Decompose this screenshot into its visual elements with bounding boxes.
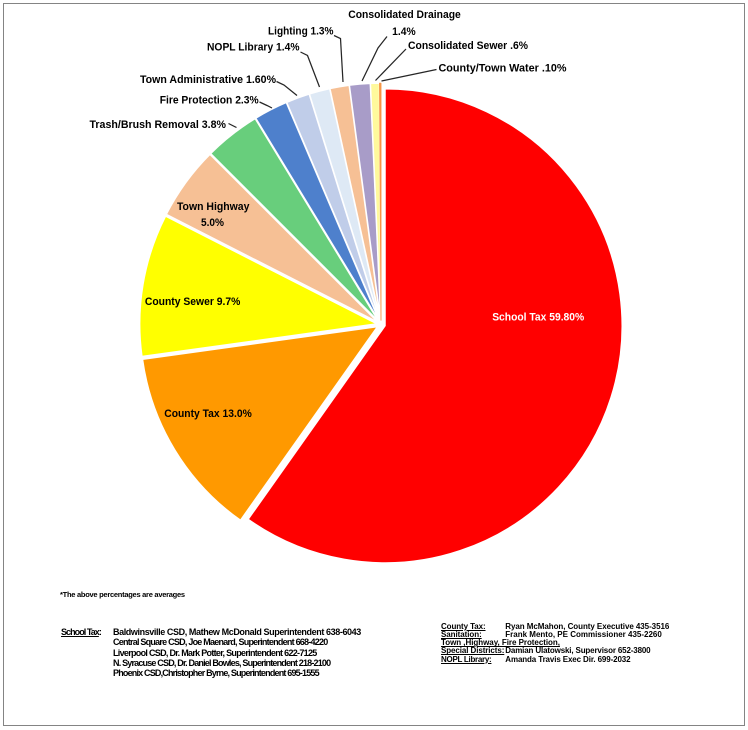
svg-text:5.0%: 5.0% — [201, 217, 224, 229]
svg-text:Town Highway: Town Highway — [177, 201, 250, 213]
svg-text:County/Town Water .10%: County/Town Water .10% — [439, 62, 567, 74]
svg-text:Consolidated Drainage: Consolidated Drainage — [348, 9, 461, 21]
svg-text:Trash/Brush Removal 3.8%: Trash/Brush Removal 3.8% — [90, 119, 227, 131]
svg-text:1.4%: 1.4% — [392, 26, 416, 38]
svg-text:Consolidated Sewer .6%: Consolidated Sewer .6% — [408, 40, 528, 52]
svg-text:Town Administrative 1.60%: Town Administrative 1.60% — [140, 74, 276, 86]
svg-text:School Tax 59.80%: School Tax 59.80% — [492, 311, 584, 323]
svg-text:County Sewer 9.7%: County Sewer 9.7% — [145, 296, 241, 308]
svg-text:County Tax 13.0%: County Tax 13.0% — [164, 408, 252, 420]
svg-text:NOPL Library 1.4%: NOPL Library 1.4% — [207, 41, 300, 53]
svg-text:Lighting 1.3%: Lighting 1.3% — [268, 25, 334, 37]
svg-text:Fire Protection 2.3%: Fire Protection 2.3% — [160, 95, 259, 107]
